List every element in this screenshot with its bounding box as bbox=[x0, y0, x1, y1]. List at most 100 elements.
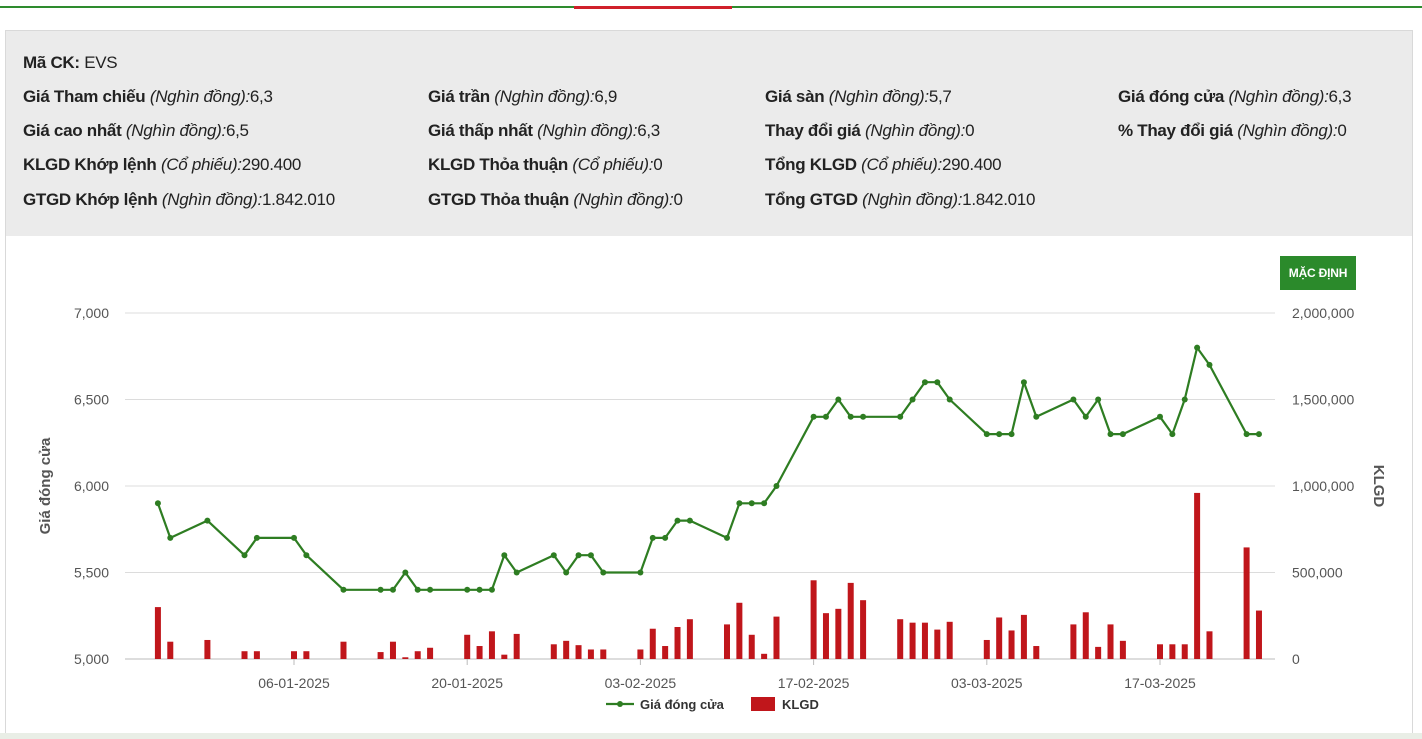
legend-label-price: Giá đóng cửa bbox=[640, 697, 725, 712]
info-field-unit: (Nghìn đồng): bbox=[149, 87, 250, 106]
volume-bar bbox=[897, 619, 904, 659]
volume-bar bbox=[662, 646, 669, 659]
info-field: KLGD Thỏa thuận (Cổ phiếu):0 bbox=[428, 155, 663, 175]
volume-bar bbox=[1206, 631, 1213, 659]
info-field-value: 6,9 bbox=[594, 87, 618, 106]
y2-tick-label: 2,000,000 bbox=[1292, 305, 1354, 321]
price-point bbox=[860, 413, 867, 420]
price-point bbox=[1082, 413, 1089, 420]
volume-bar bbox=[340, 641, 347, 659]
volume-bar bbox=[563, 640, 570, 659]
info-field-value: 0 bbox=[965, 121, 975, 140]
info-field-unit: (Cổ phiếu): bbox=[861, 155, 942, 174]
volume-bar bbox=[513, 633, 520, 659]
active-tab-indicator bbox=[574, 6, 732, 9]
info-field-value: 1.842.010 bbox=[962, 190, 1036, 209]
price-point bbox=[1119, 431, 1126, 438]
price-point bbox=[946, 396, 953, 403]
info-field: Tổng GTGD (Nghìn đồng):1.842.010 bbox=[765, 190, 1035, 210]
info-field-label: KLGD Khớp lệnh bbox=[23, 155, 157, 174]
info-field-label: GTGD Khớp lệnh bbox=[23, 190, 158, 209]
volume-bar bbox=[724, 624, 730, 659]
ticker-label: Mã CK: bbox=[23, 53, 80, 72]
y-tick-label: 6,500 bbox=[74, 392, 109, 408]
info-field-value: 290.400 bbox=[941, 155, 1002, 174]
price-point bbox=[662, 534, 669, 541]
info-field: Giá sàn (Nghìn đồng):5,7 bbox=[765, 87, 952, 107]
volume-bar bbox=[1008, 630, 1015, 659]
info-field-unit: (Nghìn đồng): bbox=[161, 190, 262, 209]
info-field-unit: (Nghìn đồng): bbox=[125, 121, 226, 140]
volume-bar bbox=[550, 644, 557, 659]
price-point bbox=[587, 552, 594, 559]
info-field-value: 6,3 bbox=[249, 87, 273, 106]
volume-bar bbox=[822, 613, 829, 659]
price-point bbox=[563, 569, 570, 576]
volume-bar bbox=[810, 580, 817, 659]
info-field-value: 1.842.010 bbox=[261, 190, 335, 209]
info-field-value: 0 bbox=[673, 190, 683, 209]
price-point bbox=[748, 500, 755, 507]
info-field-label: GTGD Thỏa thuận bbox=[428, 190, 569, 209]
info-field-value: 6,3 bbox=[637, 121, 660, 140]
x-tick-label: 06-01-2025 bbox=[258, 675, 330, 691]
price-point bbox=[773, 483, 780, 489]
price-point bbox=[427, 586, 434, 593]
y-tick-label: 5,500 bbox=[74, 565, 109, 581]
info-field-label: Tổng GTGD bbox=[765, 190, 858, 209]
info-field-label: KLGD Thỏa thuận bbox=[428, 155, 568, 174]
price-point bbox=[1033, 413, 1040, 420]
info-field-unit: (Nghìn đồng): bbox=[573, 190, 674, 209]
info-field: % Thay đổi giá (Nghìn đồng):0 bbox=[1118, 121, 1347, 141]
volume-bar bbox=[291, 651, 297, 659]
price-point bbox=[1169, 431, 1176, 438]
ticker-row: Mã CK: EVS bbox=[6, 53, 1412, 77]
volume-bar bbox=[204, 639, 211, 659]
price-point bbox=[204, 517, 211, 524]
price-point bbox=[847, 413, 854, 420]
price-point bbox=[983, 431, 990, 438]
y2-tick-label: 0 bbox=[1292, 651, 1300, 667]
volume-bar bbox=[600, 649, 607, 659]
y-tick-label: 5,000 bbox=[74, 651, 109, 667]
price-point bbox=[1255, 431, 1262, 438]
price-point bbox=[1157, 413, 1163, 420]
info-field: Thay đổi giá (Nghìn đồng):0 bbox=[765, 121, 975, 141]
info-field-unit: (Cổ phiếu): bbox=[160, 155, 242, 174]
volume-bar bbox=[1194, 492, 1201, 659]
volume-bar bbox=[575, 645, 582, 659]
volume-bar bbox=[427, 647, 434, 659]
volume-bar bbox=[167, 641, 174, 659]
price-point bbox=[686, 517, 693, 524]
volume-bar bbox=[773, 616, 780, 659]
default-view-button[interactable]: MẶC ĐỊNH bbox=[1280, 256, 1356, 290]
volume-bar bbox=[1082, 612, 1089, 659]
info-row: Giá cao nhất (Nghìn đồng):6,5 Giá thấp nh… bbox=[6, 121, 1412, 145]
volume-bar bbox=[736, 602, 743, 659]
volume-bar bbox=[154, 607, 161, 659]
stock-info-block: Mã CK: EVS Giá Tham chiếu (Nghìn đồng):6… bbox=[6, 31, 1412, 236]
info-field-unit: (Nghìn đồng): bbox=[828, 87, 929, 106]
info-field-unit: (Nghìn đồng): bbox=[862, 190, 963, 209]
price-point bbox=[464, 586, 471, 593]
info-field-unit: (Cổ phiếu): bbox=[572, 155, 654, 174]
volume-bar bbox=[1033, 646, 1040, 659]
price-point bbox=[1243, 431, 1250, 438]
info-field-label: Giá đóng cửa bbox=[1118, 87, 1225, 106]
ticker-value: EVS bbox=[84, 53, 118, 72]
info-field-value: 0 bbox=[653, 155, 663, 174]
price-point bbox=[909, 396, 916, 403]
volume-bar bbox=[1169, 644, 1176, 659]
info-field-label: Giá trần bbox=[428, 87, 490, 106]
price-point bbox=[921, 379, 928, 386]
volume-bar bbox=[1070, 624, 1077, 659]
price-point bbox=[241, 552, 248, 559]
price-volume-chart: 7,000 6,500 6,000 5,500 5,000 2,000,000 1,500,… bbox=[37, 305, 1387, 712]
price-point bbox=[402, 569, 409, 576]
price-point bbox=[1020, 379, 1027, 386]
y2-tick-label: 1,000,000 bbox=[1292, 478, 1354, 494]
info-field-value: 0 bbox=[1337, 121, 1347, 140]
volume-bar bbox=[996, 617, 1003, 659]
info-field: Giá trần (Nghìn đồng):6,9 bbox=[428, 87, 617, 107]
price-point bbox=[575, 552, 582, 559]
